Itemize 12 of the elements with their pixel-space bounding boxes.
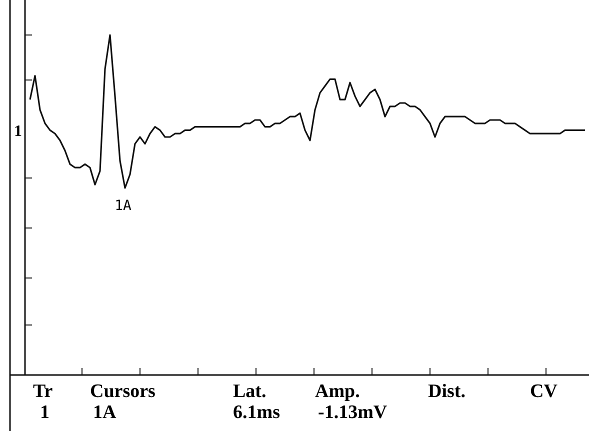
text: 1 — [14, 123, 22, 140]
text: Amp. — [315, 381, 360, 402]
text: Cursors — [90, 381, 156, 402]
text: -1.13mV — [318, 402, 388, 423]
text: CV — [530, 381, 558, 402]
text: 1 — [40, 402, 50, 423]
text: Dist. — [428, 381, 466, 402]
text: Tr — [33, 381, 54, 402]
annotation: 1A — [114, 198, 132, 214]
text: Lat. — [233, 381, 266, 402]
text: 1A — [93, 402, 116, 423]
text: 6.1ms — [233, 402, 280, 423]
